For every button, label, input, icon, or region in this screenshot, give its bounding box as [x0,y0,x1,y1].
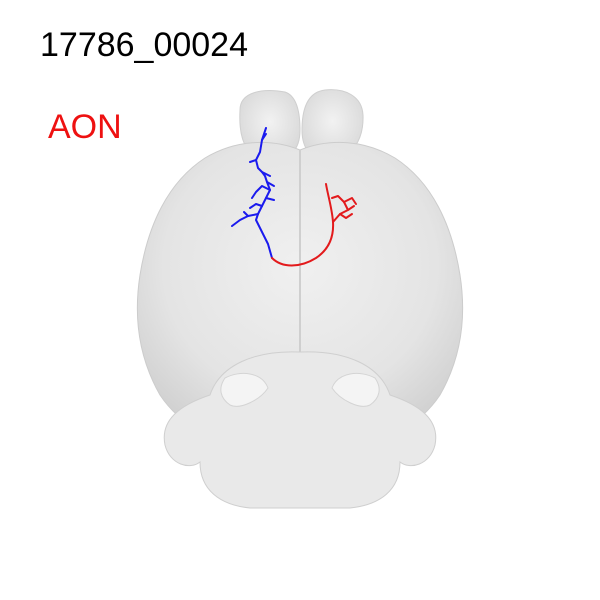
neuron-axon-red [271,183,357,267]
region-label: AON [48,108,122,146]
sample-id-label: 17786_00024 [40,26,249,64]
paraflocculus-left [220,372,269,407]
paraflocculus-right [331,372,380,407]
neuron-dendrite-blue [231,127,275,259]
